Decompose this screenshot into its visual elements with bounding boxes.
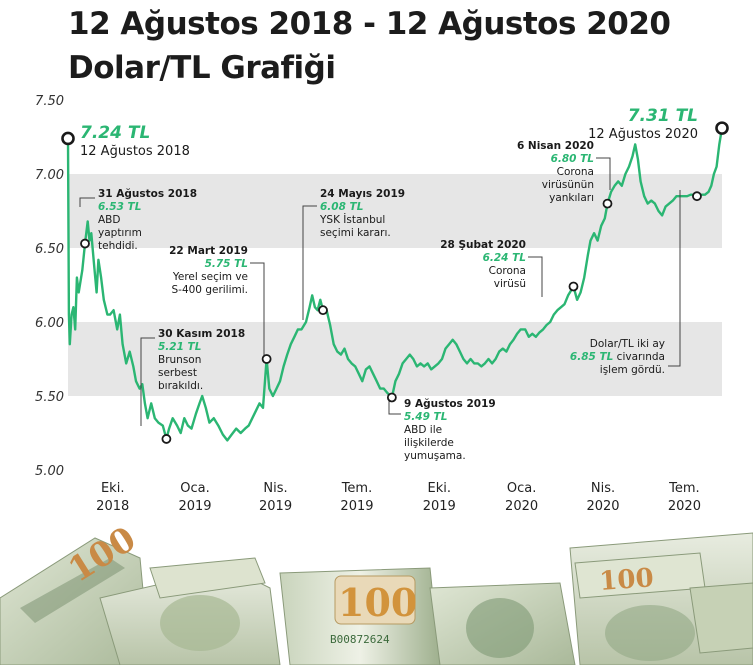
annotation-value: 7.24 TL [80, 123, 150, 143]
x-tick-month: Oca. [180, 481, 209, 496]
annotation-text: Corona [489, 265, 526, 277]
chart-title: 12 Ağustos 2018 - 12 Ağustos 2020 Dolar/… [68, 2, 671, 90]
x-tick-month: Eki. [428, 481, 452, 496]
annotation-text: Dolar/TL iki ay [590, 338, 665, 350]
annotation-value: 5.49 TL [404, 411, 447, 423]
x-tick-year: 2020 [668, 499, 701, 514]
x-tick-year: 2019 [423, 499, 456, 514]
x-tick-year: 2019 [259, 499, 292, 514]
data-point-marker [318, 305, 328, 316]
data-point-marker [61, 131, 75, 146]
note-serial: B00872624 [330, 633, 390, 646]
annotation-text: ABD ile [404, 424, 442, 436]
y-tick-label: 7.00 [35, 168, 64, 183]
annotation-leader [388, 397, 401, 415]
annotation-leader [302, 205, 317, 320]
annotation-value: 5.75 TL [205, 258, 248, 270]
annotation-text: Brunson [158, 354, 201, 366]
x-tick-year: 2018 [96, 499, 129, 514]
x-tick-month: Tem. [341, 481, 373, 496]
annotation-text: yaptırım [98, 227, 142, 239]
data-point-marker [161, 434, 172, 444]
annotation-value: 5.21 TL [158, 341, 201, 353]
annotation-title: 9 Ağustos 2019 [404, 398, 496, 410]
annotation-title: 22 Mart 2019 [169, 245, 248, 257]
annotation-value: 7.31 TL [628, 106, 698, 126]
annotation-text: Corona [557, 166, 594, 178]
y-tick-label: 6.50 [35, 242, 64, 257]
annotation-title: 31 Ağustos 2018 [98, 188, 197, 200]
annotation-date: 12 Ağustos 2020 [588, 127, 698, 142]
annotation-text: serbest [158, 367, 197, 379]
x-tick-month: Oca. [507, 481, 536, 496]
annotation-title: 28 Şubat 2020 [440, 239, 526, 251]
annotation-text: virüsünün [542, 179, 594, 191]
data-point-marker [80, 238, 90, 249]
annotation-leader [140, 337, 155, 426]
annotation-leader [596, 157, 611, 190]
annotation-leader [79, 197, 95, 207]
annotation-text: tehdidi. [98, 240, 138, 252]
annotation-text: işlem gördü. [600, 364, 665, 376]
annotation-text: YSK İstanbul [319, 213, 385, 226]
annotation-value: 6.85 TL [570, 351, 613, 363]
data-point-marker [715, 121, 729, 135]
data-point-marker [692, 191, 702, 202]
annotation-value: 6.24 TL [483, 252, 526, 264]
series-line-usd-try [66, 127, 724, 442]
annotation-leader [250, 262, 265, 358]
data-point-marker [386, 392, 397, 403]
y-tick-label: 5.00 [35, 464, 64, 479]
x-tick-year: 2019 [340, 499, 373, 514]
annotation-date: 12 Ağustos 2018 [80, 144, 190, 159]
data-point-marker [261, 354, 272, 364]
annotation-leader [528, 256, 543, 297]
y-tick-label: 7.50 [35, 94, 64, 109]
x-tick-month: Tem. [668, 481, 700, 496]
annotation-value: 6.80 TL [551, 153, 594, 165]
note-100-center: 100 [338, 580, 417, 625]
y-tick-label: 6.00 [35, 316, 64, 331]
x-tick-year: 2020 [505, 499, 538, 514]
annotation-text: bırakıldı. [158, 380, 203, 392]
annotation-text: yumuşama. [404, 450, 466, 462]
annotation-value: 6.53 TL [98, 201, 141, 213]
annotation-title: 6 Nisan 2020 [517, 140, 594, 152]
annotation-text: ilişkilerde [404, 437, 454, 449]
annotation-text: S-400 gerilimi. [171, 284, 248, 296]
x-tick-year: 2019 [178, 499, 211, 514]
data-point-marker [568, 281, 579, 292]
annotation-value-line: 6.85 TL civarında [570, 351, 665, 363]
annotation-leader [668, 190, 681, 367]
annotation-text: civarında [613, 351, 665, 363]
shaded-band [68, 174, 722, 248]
x-tick-year: 2020 [586, 499, 619, 514]
annotation-text: yankıları [549, 192, 594, 204]
annotation-text: Yerel seçim ve [172, 271, 248, 283]
annotation-value: 6.08 TL [320, 201, 363, 213]
data-point-marker [602, 198, 613, 209]
note-100-right: 100 [598, 563, 654, 597]
dollar-tl-line-chart: 5.00 5.50 6.00 6.50 7.00 7.50 Eki. 2018 Oca. 2019… [35, 94, 729, 514]
chart-title-line1: 12 Ağustos 2018 - 12 Ağustos 2020 [68, 6, 671, 42]
chart-title-line2: Dolar/TL Grafiği [68, 50, 336, 86]
annotation-text: virüsü [494, 278, 526, 290]
x-tick-month: Nis. [263, 481, 287, 496]
x-tick-month: Nis. [591, 481, 615, 496]
annotation-text: ABD [98, 214, 120, 226]
annotation-text: seçimi kararı. [320, 227, 391, 239]
y-tick-label: 5.50 [35, 390, 64, 405]
annotation-title: 24 Mayıs 2019 [320, 188, 405, 200]
x-tick-month: Eki. [101, 481, 125, 496]
banknotes-photo: 100 100 B00872624 100 [0, 528, 753, 665]
annotation-title: 30 Kasım 2018 [158, 328, 245, 340]
